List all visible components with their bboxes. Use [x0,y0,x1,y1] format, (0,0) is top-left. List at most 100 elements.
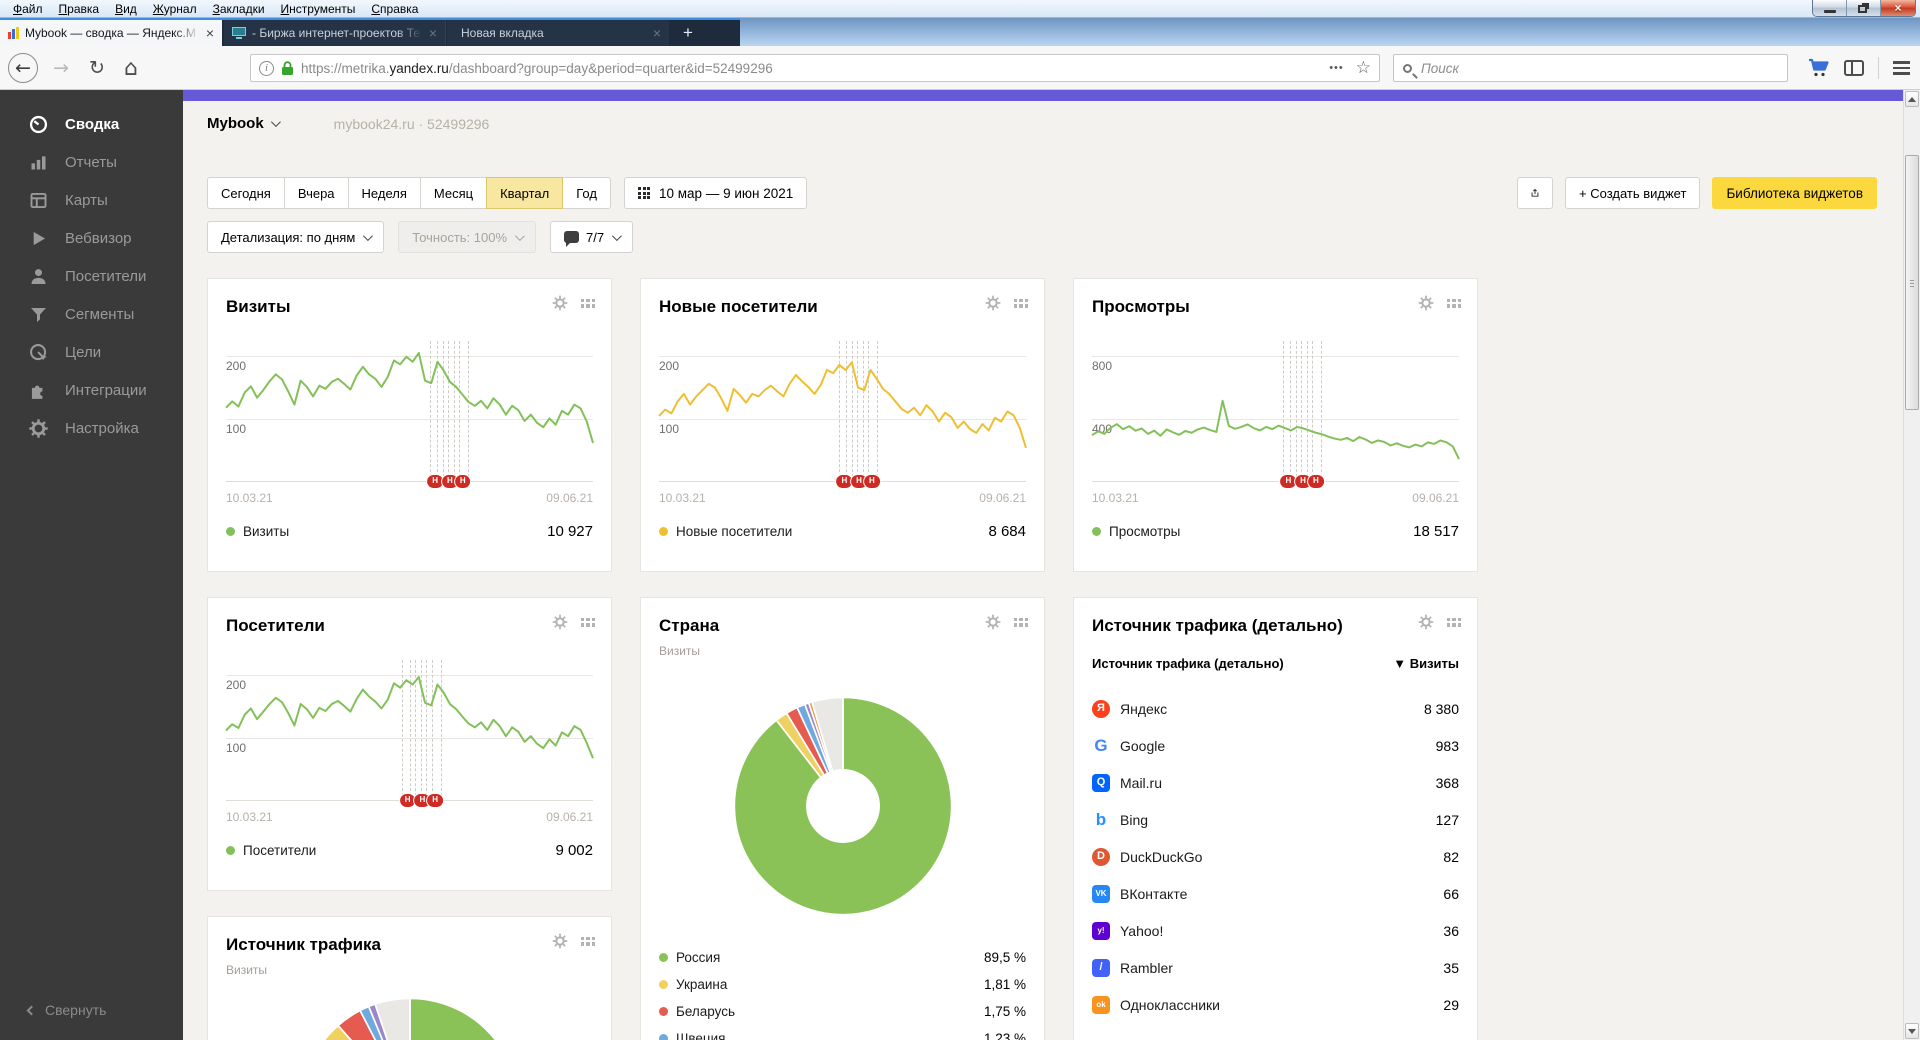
period-yesterday-button[interactable]: Вчера [284,177,348,209]
table-row-bing[interactable]: bBing127 [1092,801,1459,838]
widget-drag-handle-icon[interactable] [581,937,596,946]
speech-bubble-icon [564,231,579,243]
widget-drag-handle-icon[interactable] [1447,618,1462,627]
table-column-source[interactable]: Источник трафика (детально) [1092,656,1284,671]
minimize-button[interactable] [1813,0,1847,16]
sidebar-toggle-icon[interactable] [1844,60,1864,76]
sidebar-item-settings[interactable]: Настройка [0,411,183,445]
event-marker-flag[interactable]: Н [426,793,444,808]
period-today-button[interactable]: Сегодня [207,177,284,209]
tab-birzha[interactable]: - Биржа интернет-проектов Те × [224,20,446,46]
source-name[interactable]: Mail.ru [1120,775,1426,791]
pie-legend-row[interactable]: Швеция 1,23 % [659,1025,1026,1040]
event-marker-flag[interactable]: Н [454,474,472,489]
create-widget-button[interactable]: + Создать виджет [1565,177,1700,209]
source-name[interactable]: Одноклассники [1120,997,1433,1013]
counter-selector[interactable]: Mybook [207,115,278,132]
menu-file[interactable]: Файл [6,1,50,17]
widget-library-button[interactable]: Библиотека виджетов [1712,177,1877,209]
menu-bookmarks[interactable]: Закладки [206,1,272,17]
widget-drag-handle-icon[interactable] [581,618,596,627]
period-week-button[interactable]: Неделя [348,177,420,209]
sidebar-item-segments[interactable]: Сегменты [0,297,183,331]
widget-drag-handle-icon[interactable] [1014,618,1029,627]
scrollbar-thumb[interactable] [1905,155,1919,410]
sidebar-item-maps[interactable]: Карты [0,183,183,217]
period-month-button[interactable]: Месяц [420,177,486,209]
source-name[interactable]: DuckDuckGo [1120,849,1433,865]
table-row-rambler[interactable]: /Rambler35 [1092,949,1459,986]
menu-help[interactable]: Справка [364,1,425,17]
detail-level-dropdown[interactable]: Детализация: по дням [207,221,384,253]
menu-tools[interactable]: Инструменты [274,1,363,17]
export-button[interactable] [1517,177,1553,209]
menu-view[interactable]: Вид [108,1,144,17]
menu-edit[interactable]: Правка [52,1,107,17]
goals-dropdown[interactable]: 7/7 [550,221,633,253]
forward-button[interactable]: → [46,53,76,83]
sidebar-collapse-button[interactable]: Свернуть [28,1002,106,1018]
period-quarter-button[interactable]: Квартал [486,177,563,209]
restore-button[interactable] [1847,0,1881,16]
widget-settings-gear-icon[interactable] [985,614,1001,630]
table-row-vkontakte[interactable]: VKВКонтакте66 [1092,875,1459,912]
menu-history[interactable]: Журнал [146,1,204,17]
widget-settings-gear-icon[interactable] [1418,614,1434,630]
tab-close-icon[interactable]: × [653,26,661,40]
event-marker-flag[interactable]: Н [1307,474,1325,489]
cart-extension-icon[interactable] [1808,58,1830,78]
widget-settings-gear-icon[interactable] [552,614,568,630]
widget-settings-gear-icon[interactable] [552,295,568,311]
sidebar-item-reports[interactable]: Отчеты [0,145,183,179]
scroll-up-button[interactable] [1905,91,1919,107]
bookmark-star-icon[interactable]: ☆ [1356,58,1371,78]
sidebar-item-summary[interactable]: Сводка [0,107,183,141]
source-name[interactable]: Bing [1120,812,1426,828]
sidebar-item-visitors[interactable]: Посетители [0,259,183,293]
table-row-yandex[interactable]: ЯЯндекс8 380 [1092,690,1459,727]
vertical-scrollbar[interactable] [1903,90,1920,1040]
table-row-yahoo[interactable]: y!Yahoo!36 [1092,912,1459,949]
table-row-mailru[interactable]: QMail.ru368 [1092,764,1459,801]
widget-drag-handle-icon[interactable] [581,299,596,308]
page-info-icon[interactable]: i [259,61,274,76]
tab-new[interactable]: Новая вкладка × [447,20,669,46]
back-button[interactable]: ← [8,53,38,83]
table-column-visits-sorted[interactable]: ▼ Визиты [1393,656,1459,671]
widget-settings-gear-icon[interactable] [552,933,568,949]
sidebar-item-goals[interactable]: Цели [0,335,183,369]
source-name[interactable]: Yahoo! [1120,923,1433,939]
home-button[interactable]: ⌂ [116,53,146,83]
widget-settings-gear-icon[interactable] [985,295,1001,311]
source-name[interactable]: ВКонтакте [1120,886,1433,902]
new-tab-button[interactable]: + [676,22,700,44]
close-window-button[interactable]: × [1881,0,1915,16]
tab-close-icon[interactable]: × [429,26,437,40]
sidebar-item-webvisor[interactable]: Вебвизор [0,221,183,255]
tab-close-icon[interactable]: × [206,26,214,40]
source-name[interactable]: Яндекс [1120,701,1414,717]
table-row-duckduckgo[interactable]: DDuckDuckGo82 [1092,838,1459,875]
table-row-google[interactable]: GGoogle983 [1092,727,1459,764]
url-bar[interactable]: i https://metrika.yandex.ru/dashboard?gr… [250,54,1380,82]
widget-drag-handle-icon[interactable] [1447,299,1462,308]
period-year-button[interactable]: Год [562,177,611,209]
pie-legend-row[interactable]: Россия 89,5 % [659,944,1026,971]
date-range-button[interactable]: 10 мар — 9 июн 2021 [624,177,807,209]
sidebar-item-integrations[interactable]: Интеграции [0,373,183,407]
widget-drag-handle-icon[interactable] [1014,299,1029,308]
reload-button[interactable]: ↻ [82,53,112,83]
event-marker-flag[interactable]: Н [863,474,881,489]
source-name[interactable]: Rambler [1120,960,1433,976]
accuracy-dropdown[interactable]: Точность: 100% [398,221,536,253]
widget-settings-gear-icon[interactable] [1418,295,1434,311]
search-input[interactable]: Поиск [1393,54,1788,82]
hamburger-menu-icon[interactable] [1893,61,1910,75]
tab-metrika[interactable]: Mybook — сводка — Яндекс.М × [0,20,222,46]
pie-legend-row[interactable]: Украина 1,81 % [659,971,1026,998]
source-name[interactable]: Google [1120,738,1426,754]
pie-legend-row[interactable]: Беларусь 1,75 % [659,998,1026,1025]
page-actions-icon[interactable]: ••• [1329,62,1344,74]
table-row-odnoklassniki[interactable]: okОдноклассники29 [1092,986,1459,1023]
scroll-down-button[interactable] [1905,1023,1919,1039]
